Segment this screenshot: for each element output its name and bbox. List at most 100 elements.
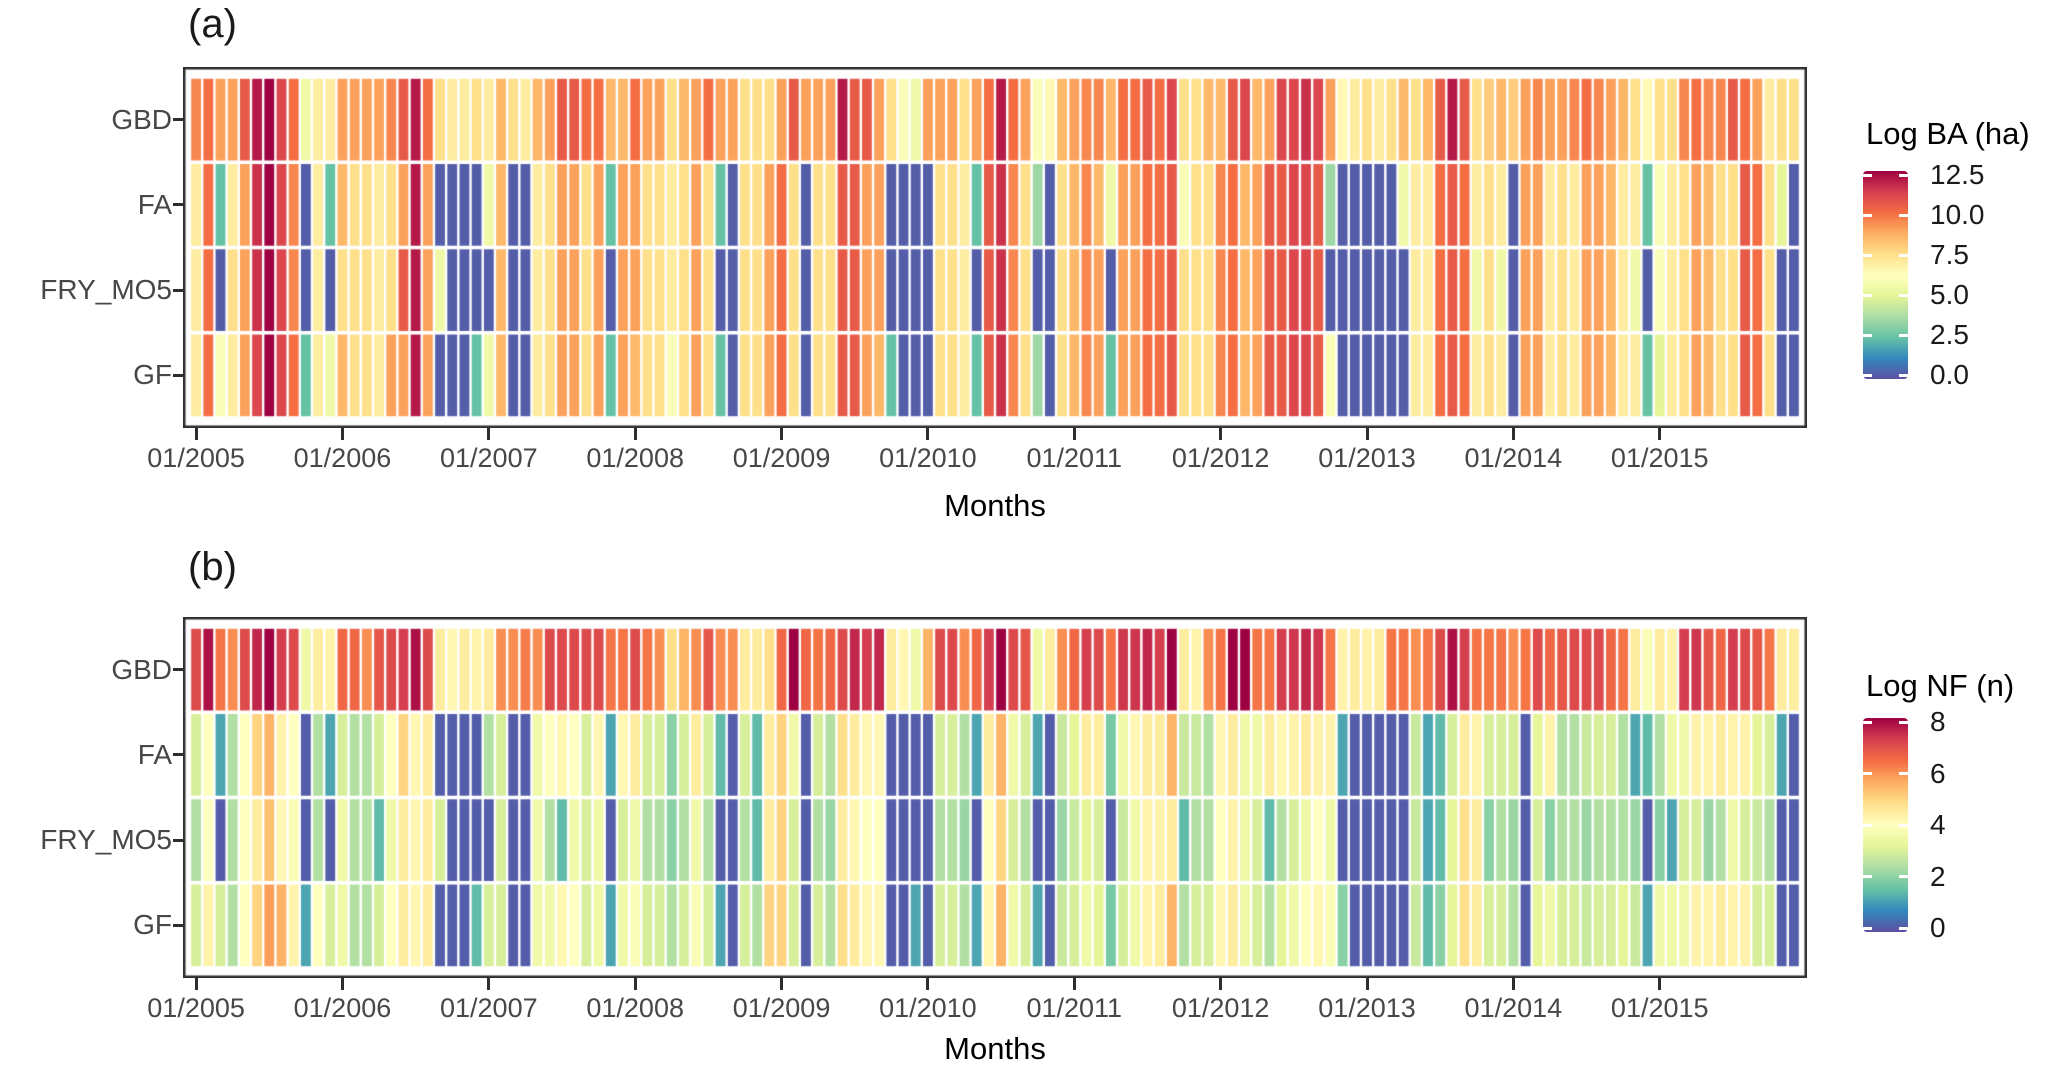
- legend-tick: [1899, 373, 1908, 377]
- x-tick: [340, 978, 344, 990]
- y-tick: [173, 288, 183, 292]
- x-tick: [633, 978, 637, 990]
- legend-tick: [1899, 772, 1908, 775]
- legend-tick-label: 10.0: [1930, 199, 1985, 230]
- x-tick-label: 01/2012: [1171, 993, 1270, 1023]
- x-tick-label: 01/2012: [1171, 443, 1270, 473]
- legend-title-b: Log NF (n): [1866, 668, 2015, 703]
- y-axis-label-gf: GF: [133, 909, 172, 941]
- legend-tick: [1863, 253, 1872, 257]
- x-tick: [340, 428, 344, 440]
- y-tick: [173, 668, 183, 672]
- x-tick: [1219, 428, 1223, 440]
- y-tick: [173, 753, 183, 757]
- x-axis-title-b: Months: [944, 1031, 1046, 1066]
- x-tick-label: 01/2006: [293, 993, 392, 1023]
- legend-tick-label: 2: [1930, 860, 1946, 892]
- legend-colorbar: [1863, 171, 1908, 379]
- x-tick-label: 01/2008: [586, 443, 684, 473]
- x-tick-label: 01/2005: [147, 443, 245, 473]
- legend-tick: [1863, 926, 1872, 930]
- heatmap-panel-a: [183, 67, 1807, 428]
- x-tick: [194, 978, 198, 990]
- y-axis-label-gbd: GBD: [111, 653, 172, 685]
- heatmap-panel-b: [183, 617, 1807, 978]
- x-tick-label: 01/2014: [1464, 443, 1563, 473]
- legend-tick: [1899, 875, 1908, 878]
- y-axis-label-gf: GF: [133, 359, 172, 391]
- x-tick-label: 01/2010: [879, 993, 977, 1023]
- legend-tick: [1863, 823, 1872, 827]
- legend-tick-label: 6: [1930, 757, 1946, 789]
- y-axis-label-fry_mo5: FRY_MO5: [40, 824, 172, 856]
- y-tick: [173, 923, 183, 927]
- x-tick: [1658, 428, 1662, 440]
- legend-title-a: Log BA (ha): [1866, 116, 2030, 151]
- legend-tick: [1863, 772, 1872, 775]
- x-tick: [1365, 978, 1369, 990]
- x-tick: [1511, 428, 1515, 440]
- y-tick: [173, 373, 183, 377]
- x-tick-label: 01/2007: [440, 993, 538, 1023]
- x-tick: [1511, 978, 1515, 990]
- legend-tick: [1863, 720, 1872, 724]
- y-axis-label-fa: FA: [137, 188, 172, 220]
- y-axis-label-fa: FA: [137, 738, 172, 770]
- legend-tick-label: 0: [1930, 912, 1946, 943]
- x-tick-label: 01/2010: [879, 443, 977, 473]
- x-tick-label: 01/2015: [1610, 443, 1709, 473]
- legend-tick: [1899, 213, 1908, 217]
- legend-tick: [1863, 213, 1872, 217]
- legend-tick: [1863, 173, 1872, 177]
- legend-tick: [1899, 293, 1908, 297]
- x-tick: [1365, 428, 1369, 440]
- y-tick: [173, 838, 183, 842]
- legend-tick: [1863, 875, 1872, 878]
- x-tick: [194, 428, 198, 440]
- x-tick: [1219, 978, 1223, 990]
- legend-tick-label: 12.5: [1930, 159, 1985, 190]
- x-tick: [487, 978, 491, 990]
- x-tick-label: 01/2013: [1318, 993, 1416, 1023]
- x-tick-label: 01/2008: [586, 993, 684, 1023]
- x-tick: [1658, 978, 1662, 990]
- panel-b-label: (b): [188, 545, 237, 589]
- legend-tick-label: 8: [1930, 706, 1946, 737]
- y-axis-label-fry_mo5: FRY_MO5: [40, 274, 172, 306]
- legend-tick-label: 0.0: [1930, 359, 1969, 390]
- x-tick-label: 01/2007: [440, 443, 538, 473]
- x-tick: [1072, 428, 1076, 440]
- legend-tick: [1863, 293, 1872, 297]
- legend-tick-label: 7.5: [1930, 239, 1969, 270]
- x-tick-label: 01/2013: [1318, 443, 1416, 473]
- x-tick-label: 01/2009: [732, 443, 831, 473]
- x-tick: [1072, 978, 1076, 990]
- x-tick: [780, 978, 784, 990]
- y-axis-label-gbd: GBD: [111, 103, 172, 135]
- x-tick-label: 01/2009: [732, 993, 831, 1023]
- x-tick: [487, 428, 491, 440]
- legend-tick: [1899, 253, 1908, 257]
- y-tick: [173, 203, 183, 207]
- legend-tick: [1899, 173, 1908, 177]
- x-tick-label: 01/2015: [1610, 993, 1709, 1023]
- x-tick: [633, 428, 637, 440]
- legend-tick: [1899, 823, 1908, 827]
- legend-tick-label: 5.0: [1930, 279, 1969, 310]
- x-tick-label: 01/2011: [1026, 993, 1123, 1023]
- x-axis-title-a: Months: [944, 488, 1046, 523]
- x-tick-label: 01/2006: [293, 443, 392, 473]
- legend-tick-label: 4: [1930, 809, 1946, 840]
- legend-tick-label: 2.5: [1930, 319, 1969, 350]
- legend-tick: [1899, 333, 1908, 337]
- panel-a-label: (a): [188, 2, 237, 46]
- x-tick-label: 01/2011: [1026, 443, 1123, 473]
- x-tick: [926, 978, 930, 990]
- y-tick: [173, 118, 183, 122]
- x-tick-label: 01/2014: [1464, 993, 1563, 1023]
- legend-tick: [1863, 373, 1872, 377]
- x-tick: [780, 428, 784, 440]
- legend-tick: [1899, 720, 1908, 724]
- x-tick: [926, 428, 930, 440]
